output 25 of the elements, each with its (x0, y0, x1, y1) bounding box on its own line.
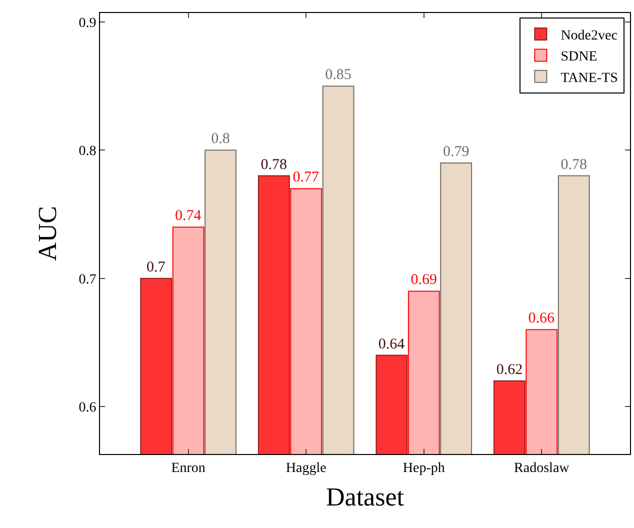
legend-label: SDNE (560, 50, 598, 65)
data-label: 0.7 (146, 259, 166, 276)
x-axis-title: Dataset (326, 482, 405, 512)
data-label: 0.8 (211, 131, 230, 148)
x-tick-label: Hep-ph (402, 460, 445, 476)
data-label: 0.64 (378, 336, 406, 352)
data-label: 0.69 (410, 272, 438, 288)
data-label: 0.66 (528, 310, 556, 327)
data-label: 0.79 (442, 144, 470, 160)
y-tick-label: 0.7 (78, 272, 96, 288)
legend-label: TANE-TS (560, 70, 618, 86)
y-tick-label: 0.9 (78, 16, 96, 31)
data-label: 0.62 (496, 362, 523, 378)
x-tick-label: Radoslaw (514, 460, 570, 476)
y-axis-title: AUC (33, 206, 62, 261)
y-tick-label: 0.6 (78, 400, 96, 416)
legend-label: Node2vec (560, 28, 618, 44)
data-label: 0.74 (174, 208, 202, 224)
data-label: 0.78 (560, 156, 587, 173)
data-label: 0.77 (292, 170, 320, 186)
x-tick-label: Enron (171, 460, 206, 476)
x-tick-label: Haggle (286, 460, 326, 476)
y-tick-label: 0.8 (78, 144, 96, 160)
data-label: 0.85 (325, 67, 352, 84)
data-label: 0.78 (260, 156, 288, 173)
